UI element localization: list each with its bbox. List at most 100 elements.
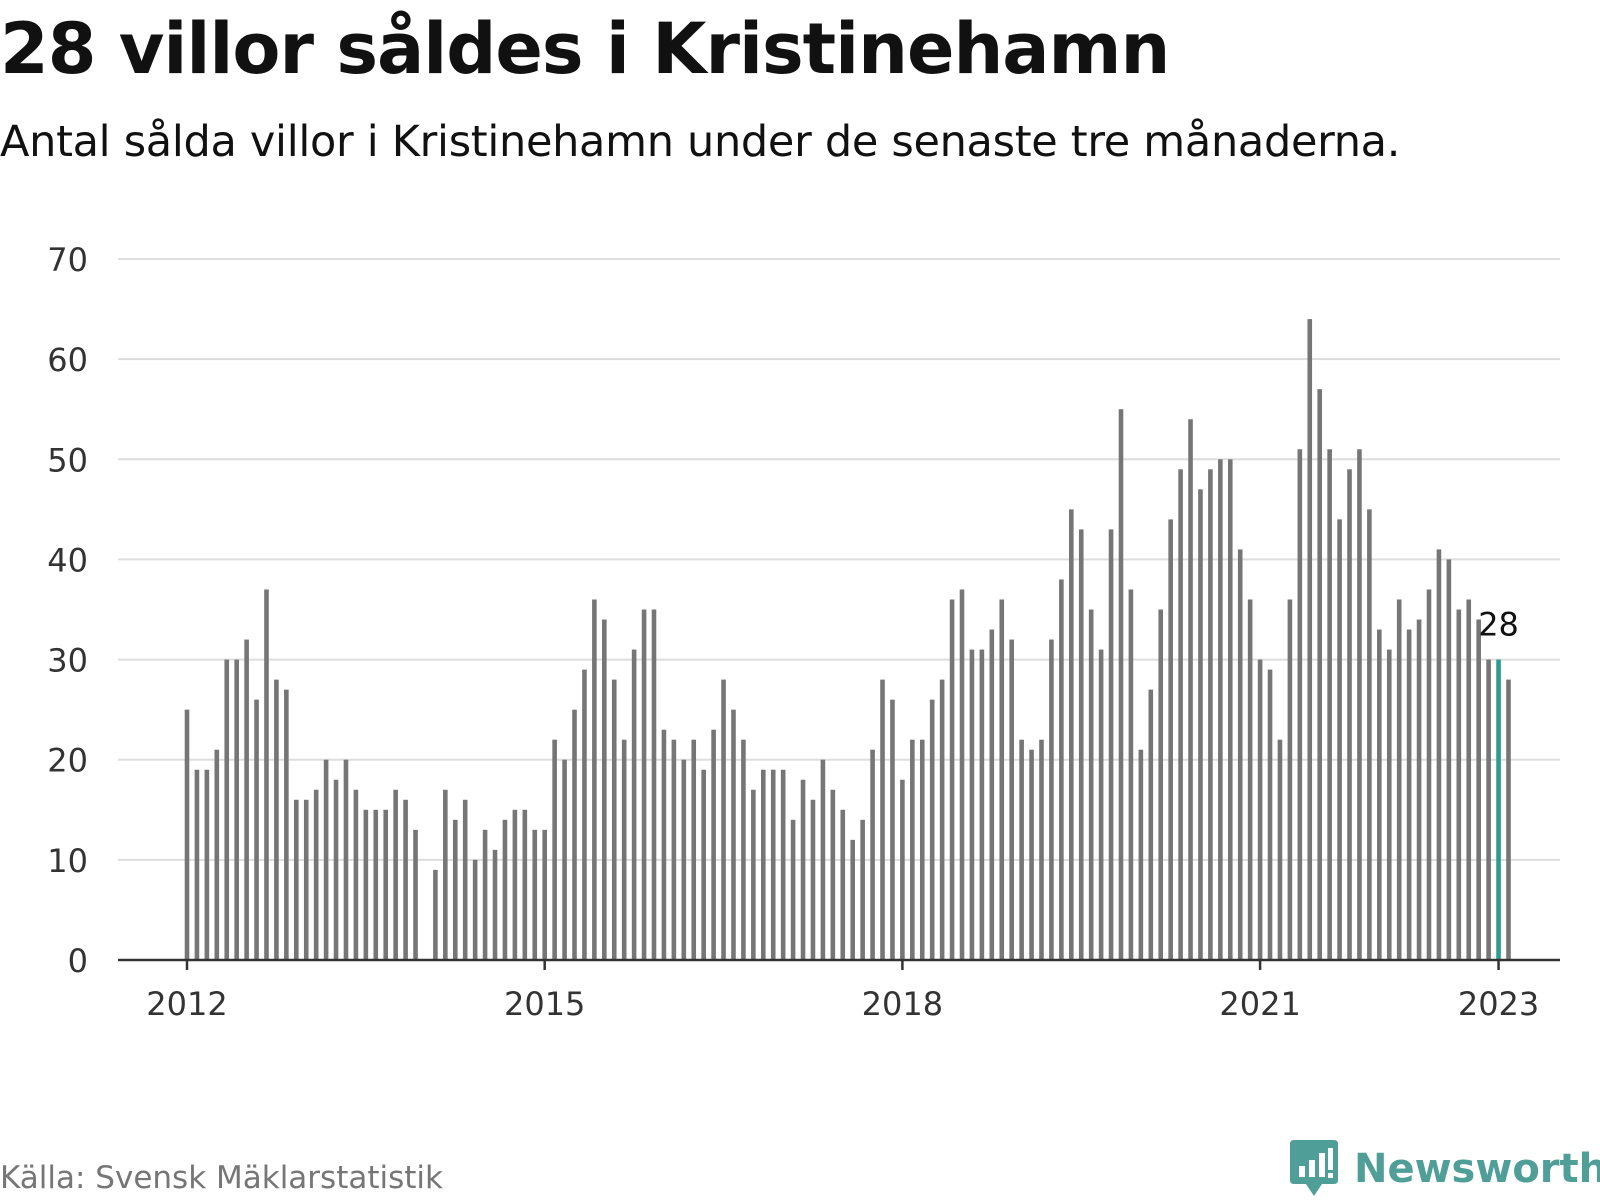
y-tick-label: 60 [47,341,88,379]
bar [959,589,965,960]
bar [542,829,547,960]
bar [184,709,190,960]
bar [1486,659,1491,960]
bar [462,799,468,960]
bar [770,769,776,960]
bar [234,659,239,960]
bar [204,769,210,960]
bar [592,599,597,960]
bar [800,779,806,960]
bar [1297,449,1303,960]
bar [1436,549,1442,960]
bar [1108,529,1114,960]
newsworthy-chat-icon [1290,1140,1338,1196]
bar [830,789,836,960]
bar [651,609,657,960]
x-tick-label: 2015 [504,985,585,1023]
bar [701,769,706,960]
bar [1267,669,1273,960]
bar [1406,629,1412,960]
bar-chart: 0 10 20 30 40 50 60 70 2012 2015 2018 2021 2023 28 [47,241,1560,1023]
y-tick-label: 50 [47,441,88,479]
bar [1218,459,1223,960]
bar [214,749,220,960]
y-tick-label: 0 [68,942,88,980]
bar [562,759,567,960]
bar [1476,619,1481,960]
bar [1307,319,1313,961]
bar [452,819,458,960]
bar [522,809,528,960]
bar [502,819,508,960]
highlight-value-label: 28 [1478,606,1519,644]
bar [1069,509,1074,960]
bar [482,829,488,960]
x-tick-label: 2021 [1219,985,1300,1023]
y-tick-label: 40 [47,541,88,579]
bar [1287,599,1293,960]
bar [1227,459,1233,960]
bar [293,799,299,960]
bar [492,849,498,960]
bar [919,739,925,960]
chart-subtitle: Antal sålda villor i Kristinehamn under … [0,117,1401,167]
bar [1019,739,1024,960]
bar [1396,599,1402,960]
y-tick-label: 10 [47,842,88,880]
y-tick-label: 70 [47,241,88,279]
bar [989,629,995,960]
bar [731,709,736,960]
bar [1506,679,1511,960]
bar [641,609,647,960]
bar [691,739,697,960]
x-tick-label: 2018 [862,985,943,1023]
bar [333,779,339,960]
y-tick-label: 20 [47,742,88,780]
bar [1446,559,1452,960]
bar [284,689,289,960]
bar [512,809,518,960]
bar [433,869,438,960]
bar [611,679,617,960]
bar [1078,529,1084,960]
bar [910,739,915,960]
bar [929,699,935,960]
chart-title: 28 villor såldes i Kristinehamn [0,8,1170,90]
bar [721,679,726,960]
bar [751,789,756,960]
bar [741,739,746,960]
bar [1466,599,1472,960]
bar [472,859,478,960]
bar [1198,489,1203,960]
bar [1188,419,1193,960]
bar [631,649,637,960]
bar [1208,469,1213,960]
bar [840,809,846,960]
bar-highlight [1496,659,1501,960]
bar [1327,449,1332,960]
bar [1049,639,1054,960]
bar [621,739,627,960]
bar [661,729,667,960]
bar [1456,609,1462,960]
bar [790,819,796,960]
bar [1148,689,1154,960]
bar [880,679,885,960]
bar [1337,519,1342,960]
bar [681,759,687,960]
bar [1277,739,1283,960]
bar [1128,589,1134,960]
bar [194,769,200,960]
bar [383,809,389,960]
bar [1178,469,1183,960]
x-tick-label: 2012 [146,985,227,1023]
gridlines [118,258,1560,861]
bar [1426,589,1432,960]
bar [1059,579,1064,960]
bar [264,589,269,960]
bar [1347,469,1352,960]
y-tick-label: 30 [47,642,88,680]
bar [373,809,379,960]
bar [949,599,955,960]
bar [572,709,577,960]
